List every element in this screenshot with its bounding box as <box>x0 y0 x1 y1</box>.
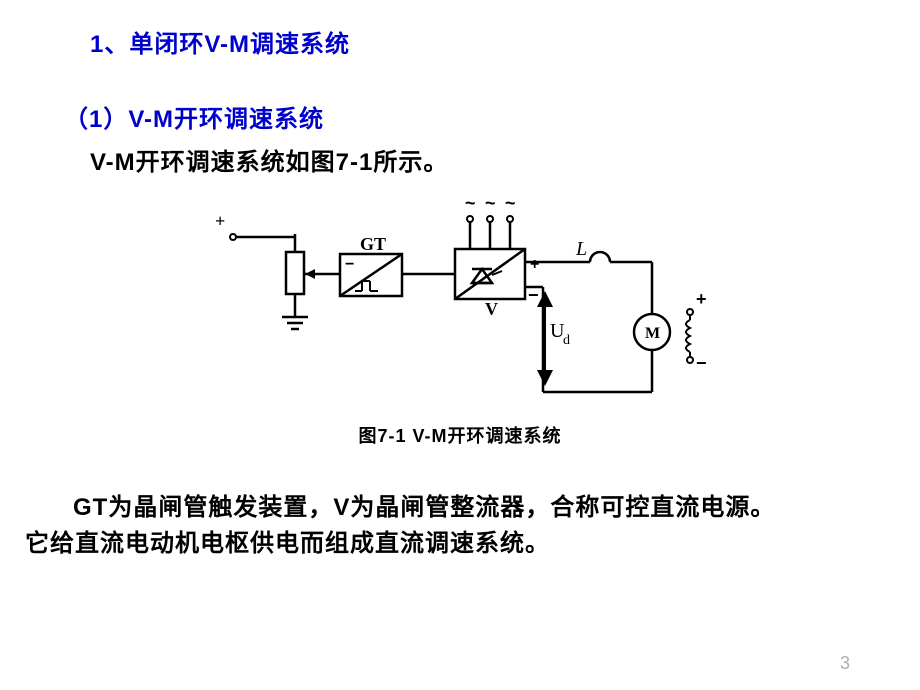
svg-text:V: V <box>485 299 498 319</box>
section-heading-1: 1、单闭环V-M调速系统 <box>0 0 920 59</box>
svg-text:+: + <box>530 256 539 273</box>
svg-text:~: ~ <box>505 197 516 213</box>
description-text-1: GT为晶闸管触发装置，V为晶闸管整流器，合称可控直流电源。 <box>0 448 920 526</box>
svg-text:~: ~ <box>465 197 476 213</box>
svg-text:d: d <box>563 333 570 348</box>
section-heading-2: （1）V-M开环调速系统 <box>0 59 920 134</box>
svg-text:+: + <box>696 289 707 309</box>
description-text-2: 它给直流电动机电枢供电而组成直流调速系统。 <box>0 526 920 562</box>
svg-text:+: + <box>215 211 225 231</box>
svg-text:~: ~ <box>485 197 496 213</box>
page-number: 3 <box>840 653 850 674</box>
svg-text:−: − <box>696 353 707 373</box>
intro-text: V-M开环调速系统如图7-1所示。 <box>0 134 920 177</box>
svg-text:GT: GT <box>360 234 386 254</box>
circuit-diagram: + GT − ~ ~ ~ <box>210 197 710 412</box>
svg-text:M: M <box>645 325 660 342</box>
svg-text:−: − <box>345 256 354 273</box>
svg-text:L: L <box>575 238 587 260</box>
diagram-caption: 图7-1 V-M开环调速系统 <box>0 422 920 448</box>
